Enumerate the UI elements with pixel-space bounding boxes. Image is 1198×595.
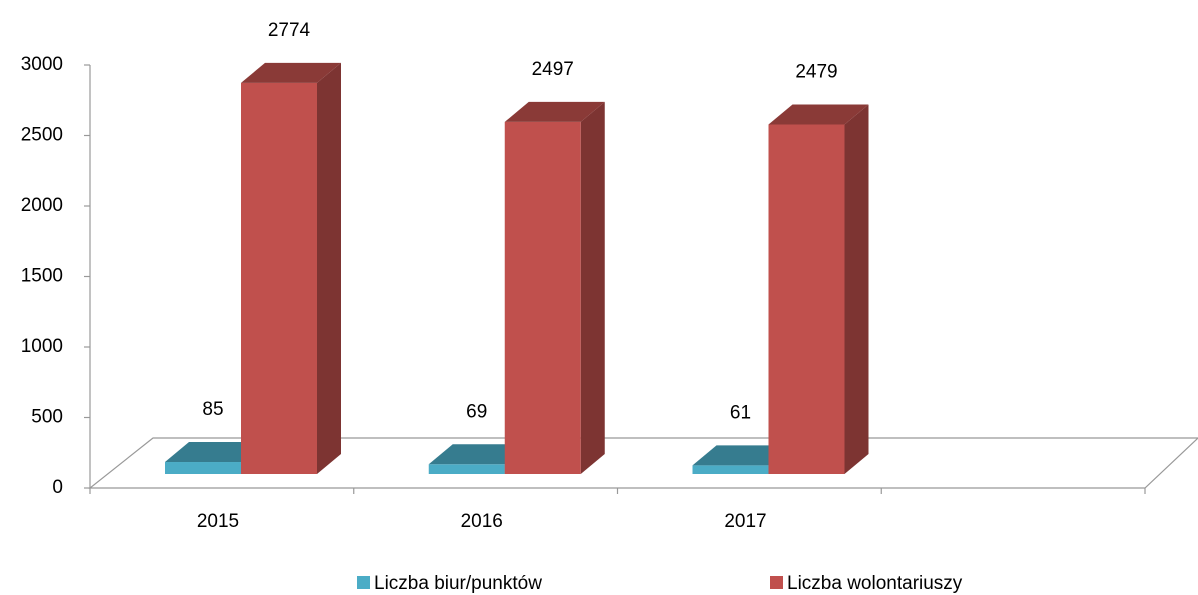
y-tick-label: 1500 [21, 266, 63, 287]
data-label: 2774 [268, 20, 311, 41]
legend-label: Liczba biur/punktów [374, 573, 542, 594]
bar-top [768, 104, 869, 125]
bar [428, 464, 505, 474]
bar [165, 462, 241, 474]
bar-side [580, 101, 605, 474]
data-label: 2497 [532, 59, 574, 80]
x-tick-label: 2016 [461, 511, 503, 532]
bar [768, 124, 845, 474]
bar-top [165, 442, 265, 463]
data-label: 61 [730, 402, 751, 423]
data-label: 69 [466, 401, 487, 422]
legend-label: Liczba wolontariuszy [787, 573, 963, 594]
bar [241, 82, 317, 474]
y-tick-label: 2000 [21, 195, 63, 216]
legend-swatch [357, 576, 370, 589]
bar [692, 465, 769, 474]
y-tick-label: 3000 [21, 54, 63, 75]
y-tick-label: 2500 [21, 125, 63, 146]
bar-top [428, 444, 529, 465]
x-tick-label: 2017 [724, 511, 766, 532]
y-tick-label: 1000 [21, 336, 63, 357]
bar-side [844, 104, 869, 474]
bar-top [504, 101, 605, 122]
bar [504, 121, 581, 474]
data-label: 2479 [795, 61, 837, 82]
legend-swatch [770, 576, 783, 589]
bar-side [317, 62, 341, 475]
floor [88, 437, 1198, 489]
bar-top [241, 62, 341, 83]
y-tick-label: 0 [52, 477, 63, 498]
y-tick-label: 500 [31, 407, 63, 428]
bar-top [692, 445, 793, 466]
x-tick-label: 2015 [197, 511, 239, 532]
data-label: 85 [202, 399, 223, 420]
